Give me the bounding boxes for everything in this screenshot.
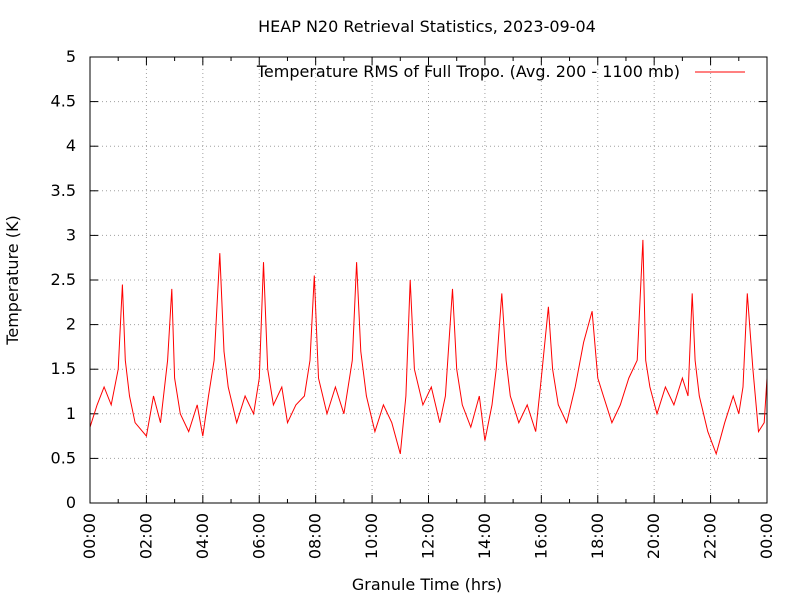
plot-frame <box>89 56 768 504</box>
y-tick-label: 2 <box>66 315 76 334</box>
y-tick-label: 4 <box>66 136 76 155</box>
y-tick-label: 0.5 <box>51 448 76 467</box>
y-tick-label: 5 <box>66 47 76 66</box>
legend: Temperature RMS of Full Tropo. (Avg. 200… <box>256 62 745 81</box>
x-axis-label: Granule Time (hrs) <box>352 575 502 594</box>
y-tick-label: 4.5 <box>51 92 76 111</box>
x-tick-label: 00:00 <box>80 513 99 559</box>
tick-labels: 0 0.5 1 1.5 2 2.5 3 3.5 4 4.5 5 00:00 02:00 04:00 06:0… <box>51 47 776 559</box>
x-tick-label: 10:00 <box>362 513 381 559</box>
y-tick-label: 0 <box>66 493 76 512</box>
x-tick-label: 12:00 <box>419 513 438 559</box>
x-tick-label: 02:00 <box>136 513 155 559</box>
y-tick-label: 1 <box>66 404 76 423</box>
axis-ticks <box>89 56 768 504</box>
legend-label: Temperature RMS of Full Tropo. (Avg. 200… <box>256 62 680 81</box>
x-tick-label: 20:00 <box>644 513 663 559</box>
gridlines <box>90 57 767 503</box>
x-tick-label: 06:00 <box>249 513 268 559</box>
y-axis-label: Temperature (K) <box>3 215 22 345</box>
y-tick-label: 1.5 <box>51 359 76 378</box>
x-tick-label: 04:00 <box>193 513 212 559</box>
x-tick-label: 08:00 <box>306 513 325 559</box>
y-tick-label: 3.5 <box>51 181 76 200</box>
y-tick-label: 2.5 <box>51 270 76 289</box>
x-tick-label: 16:00 <box>531 513 550 559</box>
x-tick-label: 18:00 <box>588 513 607 559</box>
x-tick-label: 00:00 <box>757 513 776 559</box>
series-line <box>89 239 768 456</box>
x-tick-label: 14:00 <box>475 513 494 559</box>
y-tick-label: 3 <box>66 225 76 244</box>
series-layer <box>89 239 768 456</box>
x-tick-label: 22:00 <box>701 513 720 559</box>
chart-title: HEAP N20 Retrieval Statistics, 2023-09-0… <box>258 17 596 36</box>
